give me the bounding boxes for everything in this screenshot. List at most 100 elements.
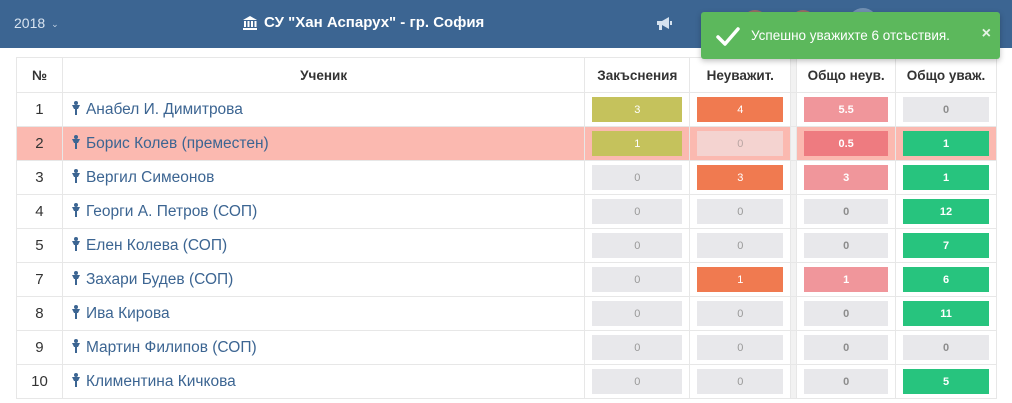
row-number: 4 bbox=[16, 194, 63, 229]
chevron-down-icon: ⌄ bbox=[51, 18, 59, 29]
column-header-unexcused[interactable]: Неуважит. bbox=[689, 57, 792, 93]
student-name: Климентина Кичкова bbox=[85, 372, 236, 390]
student-icon bbox=[71, 168, 80, 183]
total-excused-badge: 5 bbox=[903, 369, 989, 394]
total-excused-badge: 12 bbox=[903, 199, 989, 224]
column-header-total-excused[interactable]: Общо уваж. bbox=[895, 57, 997, 93]
late-badge[interactable]: 1 bbox=[592, 131, 683, 156]
total-unexcused-badge: 5.5 bbox=[804, 97, 889, 122]
late-badge[interactable]: 0 bbox=[592, 199, 683, 224]
unexcused-badge[interactable]: 0 bbox=[697, 233, 784, 258]
table-header-row: № Ученик Закъснения Неуважит. Общо неув.… bbox=[16, 57, 997, 93]
unexcused-badge[interactable]: 0 bbox=[697, 369, 784, 394]
late-badge[interactable]: 0 bbox=[592, 233, 683, 258]
student-icon bbox=[71, 304, 80, 319]
student-name: Анабел И. Димитрова bbox=[85, 100, 243, 118]
student-name: Борис Колев (преместен) bbox=[85, 134, 269, 152]
unexcused-badge[interactable]: 0 bbox=[697, 199, 784, 224]
total-excused-badge: 6 bbox=[903, 267, 989, 292]
toast-message: Успешно уважихте 6 отсъствия. bbox=[751, 28, 950, 43]
late-badge[interactable]: 0 bbox=[592, 267, 683, 292]
student-name: Захари Будев (СОП) bbox=[85, 270, 234, 288]
table-row: 2 Борис Колев (преместен) 1 0 0.5 1 bbox=[16, 126, 997, 161]
student-link[interactable]: Вергил Симеонов bbox=[61, 160, 586, 195]
late-badge[interactable]: 0 bbox=[592, 165, 683, 190]
student-icon bbox=[71, 338, 80, 353]
year-selector[interactable]: 2018 ⌄ bbox=[14, 15, 59, 31]
school-title[interactable]: СУ "Хан Аспарух" - гр. София bbox=[242, 14, 484, 31]
table-row: 8 Ива Кирова 0 0 0 11 bbox=[16, 296, 997, 331]
student-icon bbox=[71, 100, 80, 115]
student-icon bbox=[71, 202, 80, 217]
total-unexcused-badge: 0 bbox=[804, 301, 889, 326]
success-toast: Успешно уважихте 6 отсъствия. × bbox=[701, 12, 1000, 59]
student-link[interactable]: Борис Колев (преместен) bbox=[61, 126, 586, 161]
unexcused-badge[interactable]: 0 bbox=[697, 335, 784, 360]
total-excused-badge: 0 bbox=[903, 97, 989, 122]
student-icon bbox=[71, 236, 80, 251]
total-unexcused-badge: 0 bbox=[804, 199, 889, 224]
row-number: 8 bbox=[16, 296, 63, 331]
column-header-late[interactable]: Закъснения bbox=[584, 57, 691, 93]
student-name: Мартин Филипов (СОП) bbox=[85, 338, 257, 356]
late-badge[interactable]: 0 bbox=[592, 369, 683, 394]
total-unexcused-badge: 3 bbox=[804, 165, 889, 190]
student-name: Георги А. Петров (СОП) bbox=[85, 202, 258, 220]
close-icon[interactable]: × bbox=[981, 25, 991, 42]
student-link[interactable]: Мартин Филипов (СОП) bbox=[61, 330, 586, 365]
student-icon bbox=[71, 270, 80, 285]
column-header-num: № bbox=[16, 57, 63, 93]
total-excused-badge: 7 bbox=[903, 233, 989, 258]
student-link[interactable]: Захари Будев (СОП) bbox=[61, 262, 586, 297]
student-link[interactable]: Ива Кирова bbox=[61, 296, 586, 331]
total-excused-badge: 1 bbox=[903, 131, 989, 156]
table-row: 1 Анабел И. Димитрова 3 4 5.5 0 bbox=[16, 92, 997, 127]
table-row: 10 Климентина Кичкова 0 0 0 5 bbox=[16, 364, 997, 399]
student-name: Ива Кирова bbox=[85, 304, 170, 322]
student-icon bbox=[71, 372, 80, 387]
table-row: 9 Мартин Филипов (СОП) 0 0 0 0 bbox=[16, 330, 997, 365]
late-badge[interactable]: 3 bbox=[592, 97, 683, 122]
student-link[interactable]: Анабел И. Димитрова bbox=[61, 92, 586, 127]
unexcused-badge[interactable]: 1 bbox=[697, 267, 784, 292]
table-row: 7 Захари Будев (СОП) 0 1 1 6 bbox=[16, 262, 997, 297]
total-excused-badge: 0 bbox=[903, 335, 989, 360]
student-name: Елен Колева (СОП) bbox=[85, 236, 228, 254]
unexcused-badge[interactable]: 0 bbox=[697, 131, 784, 156]
late-badge[interactable]: 0 bbox=[592, 301, 683, 326]
row-number: 7 bbox=[16, 262, 63, 297]
unexcused-badge[interactable]: 4 bbox=[697, 97, 784, 122]
total-excused-badge: 1 bbox=[903, 165, 989, 190]
student-icon bbox=[71, 134, 80, 149]
total-excused-badge: 11 bbox=[903, 301, 989, 326]
unexcused-badge[interactable]: 3 bbox=[697, 165, 784, 190]
bank-icon bbox=[243, 15, 257, 30]
row-number: 5 bbox=[16, 228, 63, 263]
row-number: 9 bbox=[16, 330, 63, 365]
megaphone-icon[interactable] bbox=[655, 16, 673, 32]
row-number: 2 bbox=[16, 126, 63, 161]
absences-table: № Ученик Закъснения Неуважит. Общо неув.… bbox=[16, 57, 997, 399]
total-unexcused-badge: 0 bbox=[804, 233, 889, 258]
table-row: 5 Елен Колева (СОП) 0 0 0 7 bbox=[16, 228, 997, 263]
year-label: 2018 bbox=[14, 15, 46, 31]
late-badge[interactable]: 0 bbox=[592, 335, 683, 360]
table-row: 4 Георги А. Петров (СОП) 0 0 0 12 bbox=[16, 194, 997, 229]
student-link[interactable]: Климентина Кичкова bbox=[61, 364, 586, 399]
total-unexcused-badge: 1 bbox=[804, 267, 889, 292]
student-name: Вергил Симеонов bbox=[85, 168, 215, 186]
row-number: 1 bbox=[16, 92, 63, 127]
total-unexcused-badge: 0.5 bbox=[804, 131, 889, 156]
column-header-student[interactable]: Ученик bbox=[61, 57, 586, 93]
table-row: 3 Вергил Симеонов 0 3 3 1 bbox=[16, 160, 997, 195]
row-number: 3 bbox=[16, 160, 63, 195]
check-icon bbox=[716, 26, 740, 46]
row-number: 10 bbox=[16, 364, 63, 399]
unexcused-badge[interactable]: 0 bbox=[697, 301, 784, 326]
school-name: СУ "Хан Аспарух" - гр. София bbox=[264, 14, 485, 31]
total-unexcused-badge: 0 bbox=[804, 369, 889, 394]
column-header-total-unexcused[interactable]: Общо неув. bbox=[796, 57, 897, 93]
total-unexcused-badge: 0 bbox=[804, 335, 889, 360]
student-link[interactable]: Елен Колева (СОП) bbox=[61, 228, 586, 263]
student-link[interactable]: Георги А. Петров (СОП) bbox=[61, 194, 586, 229]
